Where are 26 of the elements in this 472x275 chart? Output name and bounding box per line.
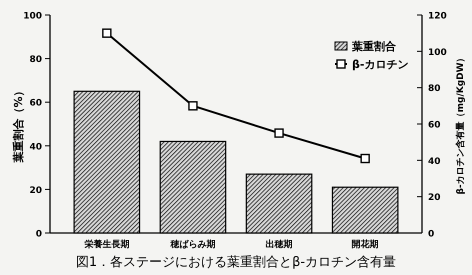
y-tick-label: 100	[23, 12, 42, 22]
y-tick-label: 40	[29, 142, 42, 152]
y2-tick-label: 0	[428, 230, 434, 240]
y-tick-label: 80	[29, 55, 42, 66]
y2-tick-label: 40	[428, 156, 441, 167]
y2-tick-label: 120	[428, 12, 447, 22]
x-tick-label: 開花期	[352, 239, 379, 250]
x-tick-label: 栄養生長期	[84, 239, 130, 250]
y2-tick-label: 100	[428, 48, 447, 58]
y2-tick-label: 20	[428, 193, 441, 204]
y-tick-label: 20	[29, 186, 42, 196]
y2-axis-title: β-カロチン含有量（mg/KgDW）	[455, 53, 466, 195]
x-tick-label: 出穂期	[266, 239, 293, 250]
y-tick-label: 60	[29, 98, 42, 109]
legend-label: β-カロチン	[352, 58, 408, 71]
y2-tick-label: 80	[428, 84, 441, 94]
y2-tick-label: 60	[428, 120, 441, 130]
point	[360, 154, 370, 164]
legend-label: 葉重割合	[351, 40, 397, 53]
point	[102, 28, 112, 38]
x-tick-label: 穂ばらみ期	[169, 239, 216, 250]
y-axis-title: 葉重割合（%）	[12, 85, 25, 164]
point	[274, 128, 284, 138]
y-tick-label: 0	[36, 230, 42, 240]
point	[188, 101, 198, 111]
text: 図1．各ステージにおける葉重割合とβ-カロチン含有量	[76, 255, 396, 270]
